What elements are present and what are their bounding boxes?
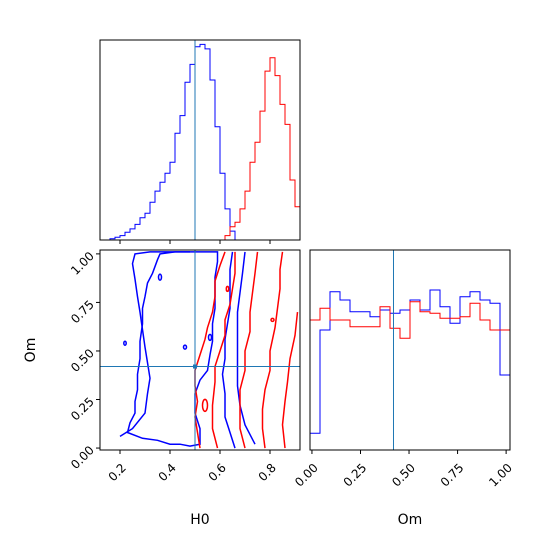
- hist-om-red-series: [309, 301, 511, 450]
- hist-om-frame: [309, 249, 511, 451]
- x-axis-label-h0: H0: [190, 512, 209, 528]
- contour-red-5: [281, 312, 299, 449]
- contour-red-2: [211, 251, 236, 449]
- contour-red-3: [239, 251, 259, 449]
- hist-h0-frame: [99, 39, 301, 241]
- contour-blue-blob-4: [123, 340, 127, 346]
- contour-blue-right-edge-2: [236, 251, 256, 445]
- contour-blue-blob-1: [157, 273, 163, 281]
- contour-blue-right-edge: [221, 251, 236, 449]
- hist-h0-panel: [99, 39, 301, 244]
- x-axis-label-om: Om: [398, 512, 423, 528]
- y-axis-label-om: Om: [23, 338, 39, 363]
- hist-om-blue-series: [309, 289, 511, 450]
- contour-frame: [99, 249, 301, 451]
- contour-red-blob-3: [201, 398, 209, 413]
- contour-h0-om-panel: 0.2 0.4 0.6 0.80.000.250.500.751.00: [68, 249, 301, 484]
- truth-point: [193, 364, 197, 369]
- contour-red-4: [261, 251, 284, 449]
- contour-red-blob-1: [225, 285, 230, 293]
- contour-blue-blob-2: [182, 344, 188, 350]
- contour-blue-inner-left: [119, 251, 190, 438]
- contour-red-blob-2: [270, 317, 275, 323]
- contour-blue-blob-3: [207, 333, 213, 342]
